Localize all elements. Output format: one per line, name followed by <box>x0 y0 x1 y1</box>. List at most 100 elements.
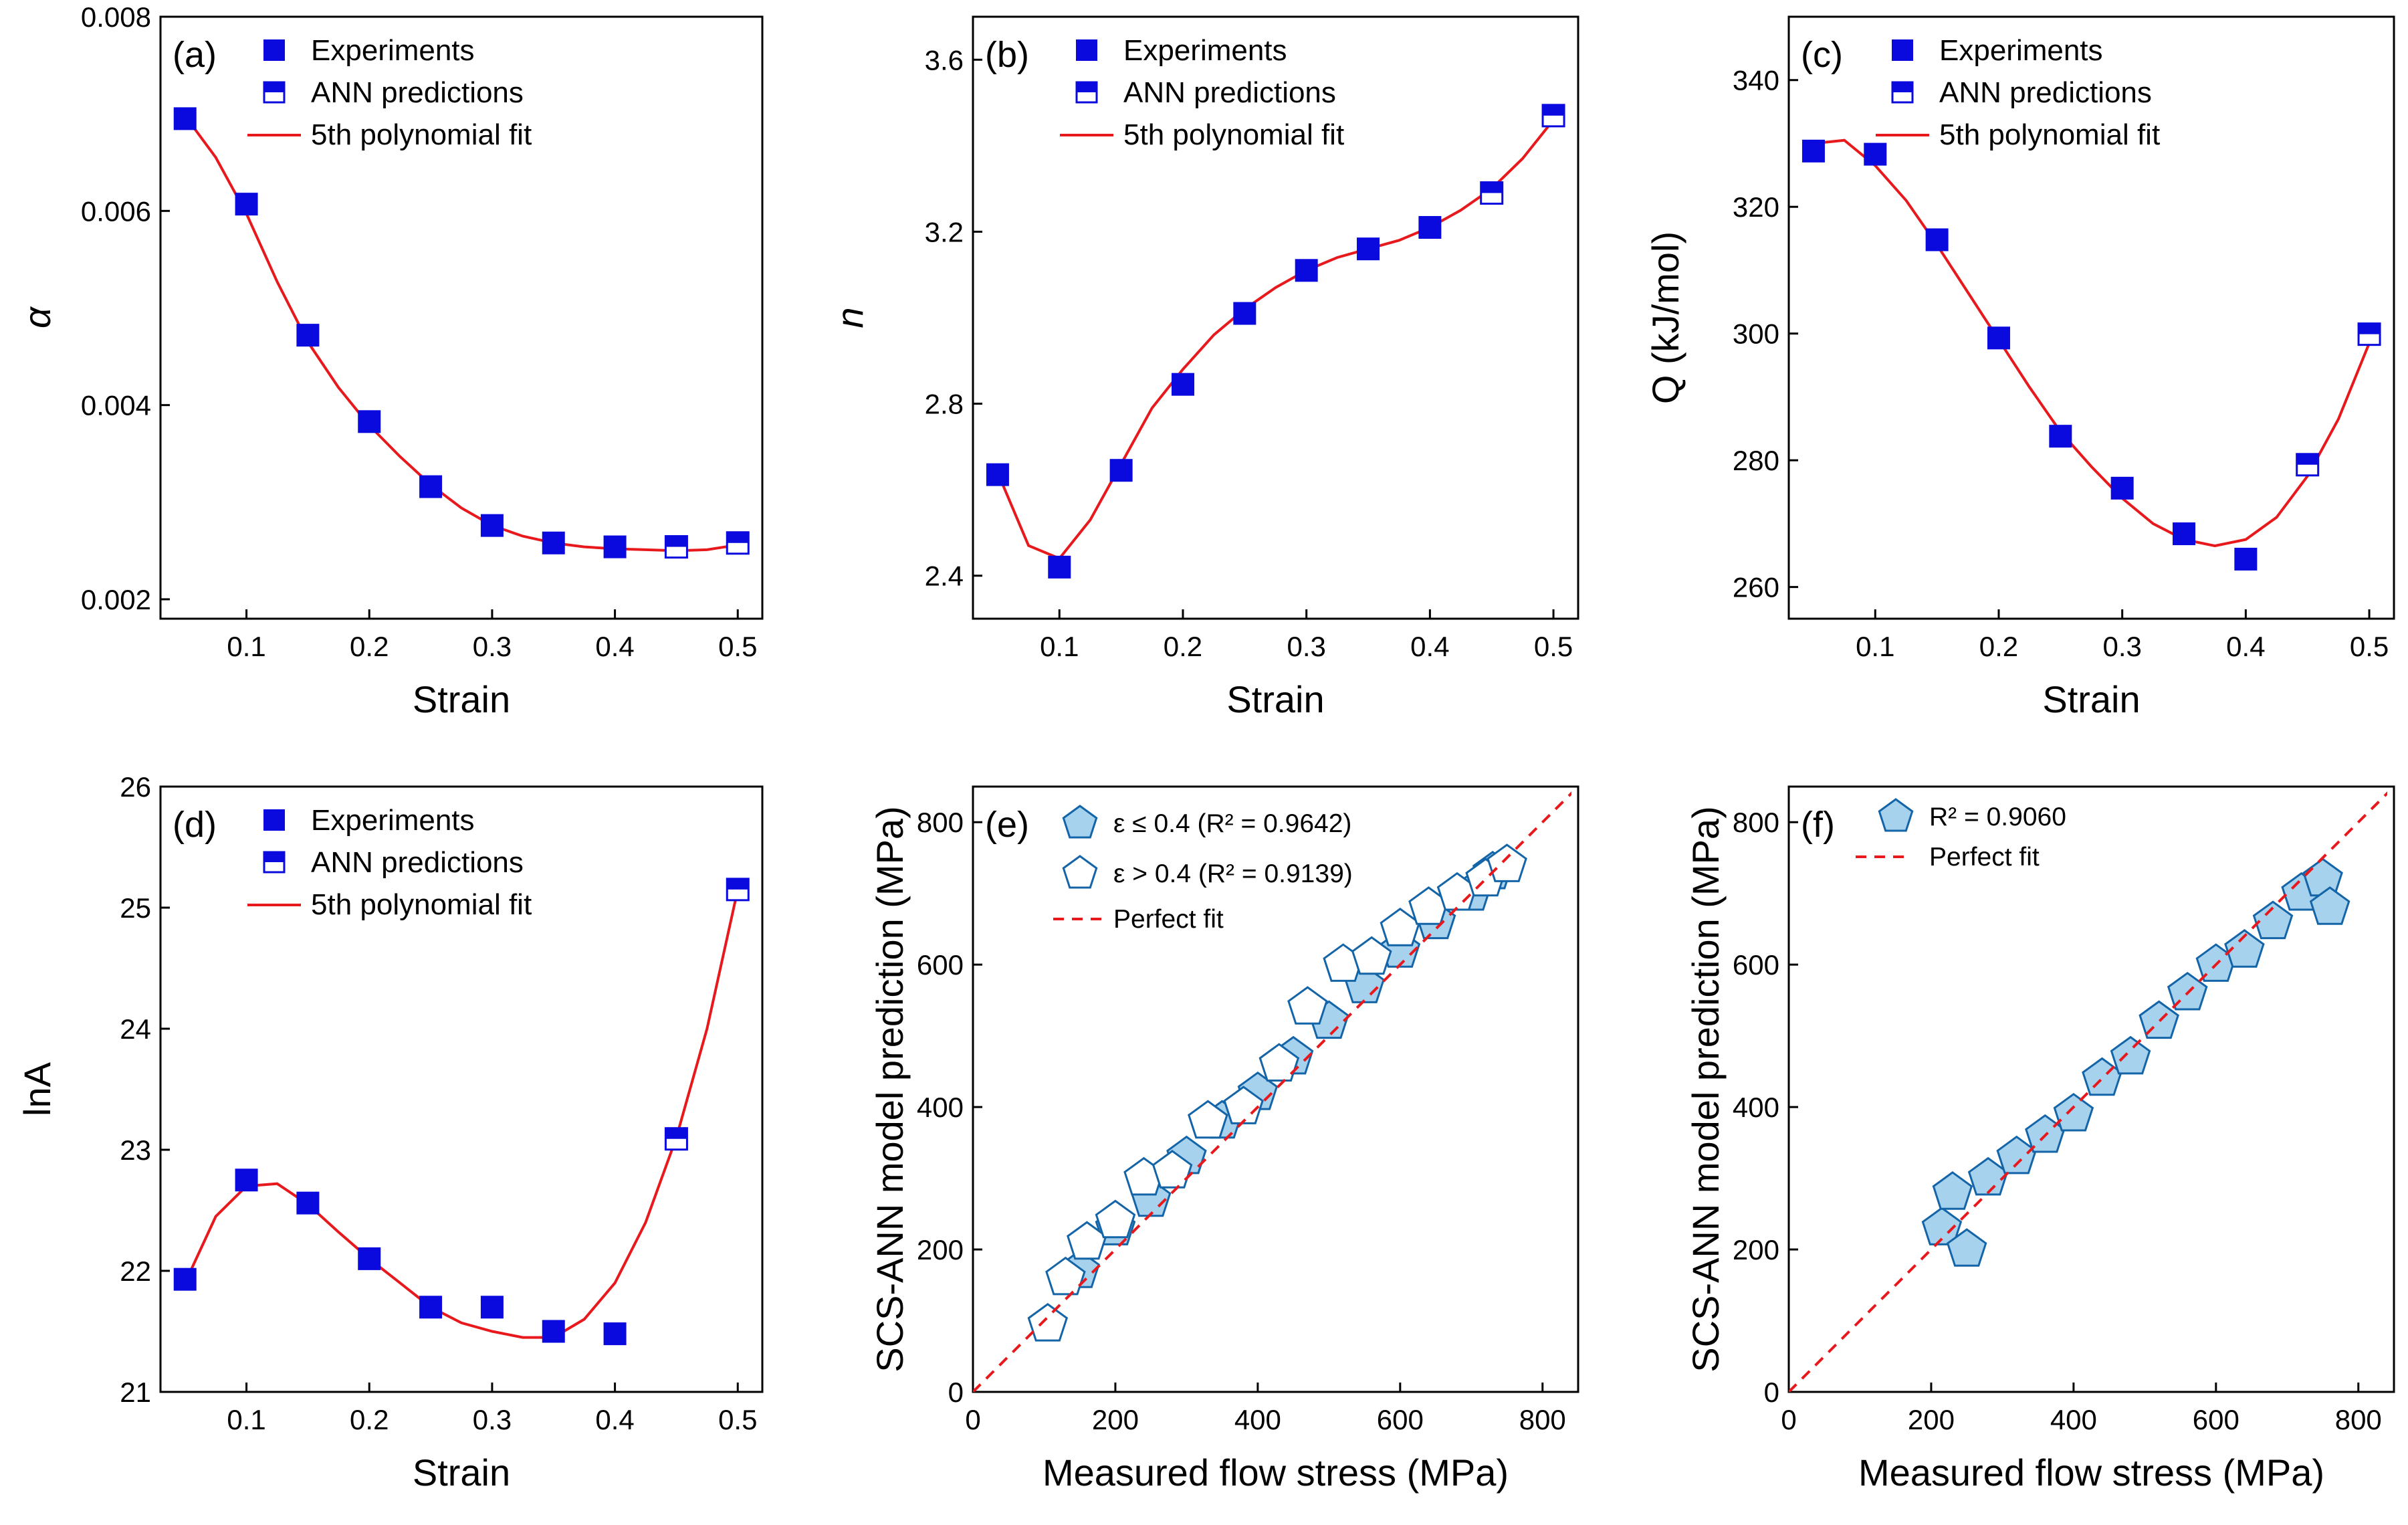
experiment-point <box>1864 142 1887 166</box>
experiment-point <box>986 463 1009 486</box>
y-axis-title: SCS-ANN model prediction (MPa) <box>1684 806 1727 1372</box>
legend-experiments-label: Experiments <box>1939 34 2103 67</box>
x-axis-title: Measured flow stress (MPa) <box>1043 1451 1509 1494</box>
legend-perfect-fit-label: Perfect fit <box>1929 843 2040 872</box>
y-tick-label: 0.002 <box>81 584 151 615</box>
experiment-point <box>358 1247 381 1270</box>
legend-ann-marker-fill <box>1077 82 1097 92</box>
y-tick-label: 0.004 <box>81 390 151 421</box>
x-tick-label: 0.5 <box>718 1404 757 1435</box>
y-tick-label: 800 <box>1733 807 1779 838</box>
perfect-fit-line <box>1789 791 2387 1392</box>
legend-high-strain-label: ε > 0.4 (R² = 0.9139) <box>1113 859 1353 888</box>
experiment-point <box>1418 216 1442 239</box>
experiment-point <box>603 1322 627 1346</box>
legend-low-strain-label: ε ≤ 0.4 (R² = 0.9642) <box>1113 809 1351 838</box>
x-tick-label: 0.3 <box>473 631 512 662</box>
y-tick-label: 0 <box>948 1377 964 1408</box>
panel-label: (f) <box>1801 805 1835 845</box>
y-tick-label: 400 <box>1733 1092 1779 1123</box>
experiment-point <box>419 475 443 498</box>
plot-frame <box>972 785 1579 1393</box>
plot-frame <box>159 785 764 1393</box>
experiment-point <box>480 1296 504 1319</box>
legend-ann-marker-fill <box>1892 82 1912 92</box>
x-tick-label: 0.3 <box>1287 631 1325 662</box>
prediction-point <box>1932 1171 1973 1210</box>
legend-high-strain-marker <box>1062 855 1098 889</box>
y-tick-label: 400 <box>917 1092 964 1123</box>
plot-frame <box>159 15 764 620</box>
x-axis-title: Strain <box>2042 678 2140 720</box>
y-axis-title: n <box>829 307 871 328</box>
chart-panel-f: 0 200 400 600 800 0 200 400 600 800 Measured flow … <box>1684 785 2395 1494</box>
y-tick-label: 3.6 <box>925 44 964 76</box>
y-tick-label: 0.008 <box>81 1 151 33</box>
legend-fit-label: 5th polynomial fit <box>1123 118 1344 151</box>
experiment-point <box>419 1296 443 1319</box>
panel-label: (b) <box>985 35 1029 75</box>
y-tick-label: 21 <box>120 1377 151 1408</box>
prediction-point-high-strain <box>1487 843 1527 882</box>
y-tick-label: 280 <box>1733 445 1779 476</box>
experiment-point <box>296 1191 320 1215</box>
prediction-point <box>2309 886 2350 925</box>
y-tick-label: 320 <box>1733 191 1779 223</box>
x-tick-label: 0.4 <box>595 1404 634 1435</box>
chart-panel-a: 0.1 0.2 0.3 0.4 0.5 0.002 0.004 0.006 0.008 Strai… <box>16 1 764 720</box>
y-tick-label: 25 <box>120 892 151 924</box>
x-tick-label: 0.3 <box>473 1404 512 1435</box>
prediction-point-high-strain <box>1045 1256 1086 1296</box>
ann-prediction-point-fill <box>727 878 749 890</box>
y-tick-label: 3.2 <box>925 216 964 247</box>
y-tick-label: 300 <box>1733 318 1779 350</box>
legend-fit-label: 5th polynomial fit <box>1939 118 2160 151</box>
y-tick-label: 0 <box>1764 1377 1779 1408</box>
experiment-point <box>480 514 504 537</box>
legend-experiments-marker <box>263 809 285 831</box>
legend-fit-label: 5th polynomial fit <box>311 888 532 921</box>
x-axis-title: Measured flow stress (MPa) <box>1858 1451 2324 1494</box>
ann-prediction-point-fill <box>665 1128 687 1139</box>
x-tick-label: 0.2 <box>350 1404 389 1435</box>
y-axis-title: lnA <box>16 1061 58 1116</box>
experiment-point <box>235 1168 258 1192</box>
y-axis-title: α <box>16 306 58 328</box>
experiment-point <box>173 107 197 130</box>
experiment-point <box>1801 139 1825 163</box>
legend-ann-marker-fill <box>264 82 284 92</box>
legend-experiments-label: Experiments <box>311 804 475 837</box>
prediction-point <box>2224 929 2265 968</box>
experiment-point <box>2173 522 2196 546</box>
y-tick-label: 2.8 <box>925 389 964 420</box>
perfect-fit-line <box>973 791 1571 1392</box>
prediction-point <box>2252 900 2294 940</box>
prediction-point <box>2167 971 2208 1011</box>
x-tick-label: 0.2 <box>350 631 389 662</box>
prediction-point-high-strain <box>1287 986 1328 1025</box>
y-tick-label: 24 <box>120 1013 151 1045</box>
plot-frame <box>972 15 1579 620</box>
legend-experiments-marker <box>1076 39 1097 61</box>
x-tick-label: 0 <box>965 1404 980 1435</box>
x-tick-label: 200 <box>1092 1404 1139 1435</box>
legend-ann-label: ANN predictions <box>1939 76 2152 109</box>
legend-experiments-marker <box>1892 39 1913 61</box>
x-tick-label: 0 <box>1781 1404 1796 1435</box>
x-tick-label: 0.1 <box>227 1404 265 1435</box>
x-tick-label: 800 <box>2335 1404 2382 1435</box>
ann-prediction-point-fill <box>1481 182 1503 193</box>
x-tick-label: 600 <box>2193 1404 2239 1435</box>
experiment-point <box>1233 302 1256 325</box>
x-tick-label: 800 <box>1519 1404 1566 1435</box>
ann-prediction-point-fill <box>2359 323 2381 334</box>
y-tick-label: 340 <box>1733 65 1779 96</box>
experiment-point <box>1357 237 1380 261</box>
x-axis-title: Strain <box>413 1451 510 1494</box>
y-tick-label: 200 <box>1733 1234 1779 1265</box>
x-tick-label: 0.5 <box>1534 631 1573 662</box>
experiment-point <box>173 1267 197 1291</box>
x-tick-label: 0.4 <box>2226 631 2265 662</box>
legend-ann-marker-fill <box>264 852 284 862</box>
prediction-point <box>2302 857 2343 897</box>
